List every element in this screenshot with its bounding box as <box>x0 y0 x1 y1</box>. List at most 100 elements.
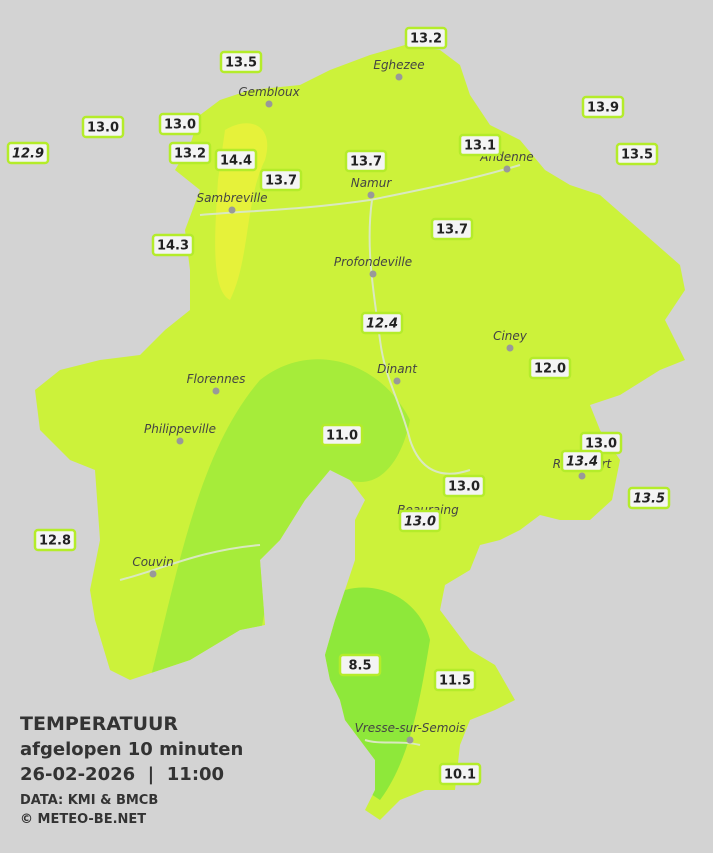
city-dot <box>367 191 375 199</box>
river <box>119 164 521 746</box>
station: 13.9 <box>581 95 625 119</box>
station-box <box>214 148 258 172</box>
city-dot <box>149 570 157 578</box>
station-box <box>219 50 263 74</box>
station-value: 13.7 <box>350 155 382 170</box>
station-value: 13.0 <box>87 121 119 136</box>
station-box <box>168 141 212 165</box>
station: 13.4 <box>560 449 604 473</box>
station-box <box>344 149 388 173</box>
station-box <box>627 486 671 510</box>
city-name: Namur <box>351 176 393 190</box>
station-value: 12.9 <box>12 147 44 162</box>
station: 13.7 <box>430 217 474 241</box>
station-box <box>438 762 482 786</box>
station: 13.5 <box>615 142 659 166</box>
station-value: 12.8 <box>39 534 71 549</box>
station-value: 10.1 <box>444 768 476 783</box>
city-name: Florennes <box>187 372 246 386</box>
station-value: 13.0 <box>404 515 436 530</box>
city-dot <box>406 736 414 744</box>
station: 13.5 <box>219 50 263 74</box>
station: 13.0 <box>158 112 202 136</box>
station-box <box>158 112 202 136</box>
station-box <box>615 142 659 166</box>
station: 13.0 <box>579 431 623 455</box>
station-box <box>33 528 77 552</box>
station-box <box>560 449 604 473</box>
station: 11.0 <box>320 423 364 447</box>
station: 13.7 <box>344 149 388 173</box>
city-name: Gembloux <box>238 85 300 99</box>
station: 14.4 <box>214 148 258 172</box>
station: 13.7 <box>259 168 303 192</box>
title: TEMPERATUUR <box>20 713 178 735</box>
city-dot <box>503 165 511 173</box>
station-value: 13.0 <box>164 118 196 133</box>
city-name: Ciney <box>493 329 528 343</box>
station: 13.1 <box>458 133 502 157</box>
station: 13.2 <box>404 26 448 50</box>
station-box <box>81 115 125 139</box>
city-name: Dinant <box>377 362 418 376</box>
station-value: 8.5 <box>348 659 371 674</box>
station: 13.5 <box>627 486 671 510</box>
datetime: 26-02-2026 | 11:00 <box>20 764 224 785</box>
station: 10.1 <box>438 762 482 786</box>
station-value: 13.5 <box>621 148 653 163</box>
station: 13.2 <box>168 141 212 165</box>
station-box <box>6 141 50 165</box>
city-dot <box>176 437 184 445</box>
station-value: 13.0 <box>448 480 480 495</box>
station-value: 13.2 <box>410 32 442 47</box>
city-dot <box>393 377 401 385</box>
station-box <box>442 474 486 498</box>
city-name: Couvin <box>132 555 173 569</box>
subtitle: afgelopen 10 minuten <box>20 739 243 760</box>
station-value: 13.5 <box>225 56 257 71</box>
station-box <box>458 133 502 157</box>
station: 12.8 <box>33 528 77 552</box>
station: 11.5 <box>433 668 477 692</box>
city-dot <box>212 387 220 395</box>
station-box <box>398 509 442 533</box>
city-name: Sambreville <box>196 191 267 205</box>
station-box <box>320 423 364 447</box>
station-value: 11.5 <box>439 674 471 689</box>
station-box <box>528 356 572 380</box>
station: 8.5 <box>338 653 382 677</box>
city-name: Eghezee <box>373 58 424 72</box>
station-box <box>404 26 448 50</box>
station-value: 12.0 <box>534 362 566 377</box>
station-box <box>581 95 625 119</box>
city-dot <box>369 270 377 278</box>
city-dot <box>395 73 403 81</box>
station-value: 11.0 <box>326 429 358 444</box>
city-name: Vresse-sur-Semois <box>355 721 466 735</box>
station-value: 13.7 <box>436 223 468 238</box>
station-box <box>433 668 477 692</box>
station: 12.4 <box>360 311 404 335</box>
source: DATA: KMI & BMCB <box>20 793 158 808</box>
station-value: 13.5 <box>633 492 665 507</box>
station-value: 13.9 <box>587 101 619 116</box>
station-box <box>259 168 303 192</box>
station-value: 13.4 <box>566 455 598 470</box>
station: 13.0 <box>442 474 486 498</box>
station: 12.0 <box>528 356 572 380</box>
station: 14.3 <box>151 233 195 257</box>
city-dot <box>265 100 273 108</box>
city-dot <box>228 206 236 214</box>
station: 13.0 <box>398 509 442 533</box>
station-value: 12.4 <box>366 317 398 332</box>
station-box <box>338 653 382 677</box>
station-value: 13.1 <box>464 139 496 154</box>
city-dot <box>578 472 586 480</box>
station-value: 13.0 <box>585 437 617 452</box>
station-value: 14.3 <box>157 239 189 254</box>
station: 12.9 <box>6 141 50 165</box>
copyright: © METEO-BE.NET <box>20 812 146 827</box>
station-box <box>151 233 195 257</box>
city-name: Profondeville <box>334 255 412 269</box>
